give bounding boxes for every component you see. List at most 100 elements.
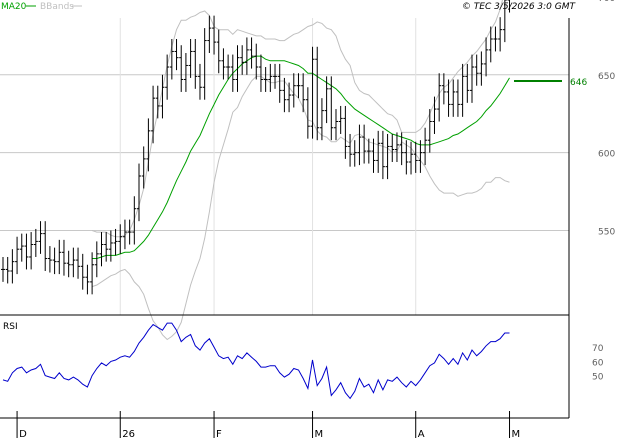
ohlc-bar xyxy=(33,228,38,257)
ohlc-bar xyxy=(254,43,259,80)
ohlc-bar xyxy=(338,105,343,134)
x-tick-label-26: 26 xyxy=(122,429,135,440)
ohlc-bar xyxy=(409,141,414,175)
ohlc-bar xyxy=(221,48,226,80)
ohlc-bar xyxy=(413,141,418,173)
rsi-tick-70: 70 xyxy=(592,344,604,354)
price-bars xyxy=(1,0,511,295)
ohlc-bar xyxy=(376,130,381,173)
ohlc-bar xyxy=(296,73,301,99)
ohlc-bar xyxy=(61,239,66,276)
ohlc-bar xyxy=(315,46,320,141)
chart-header: MA20 BBands © TEC 3/5/2026 3:0 GMT xyxy=(1,2,576,12)
ohlc-bar xyxy=(493,26,498,52)
ohlc-bar xyxy=(24,233,29,270)
x-axis: D 26 F M A M xyxy=(16,411,520,440)
ma20-path xyxy=(92,55,510,259)
ohlc-bar xyxy=(43,221,48,271)
tick-label-600: 600 xyxy=(598,150,615,160)
price-tick-labels: 550600650700750800 xyxy=(598,0,615,238)
ohlc-bar xyxy=(282,77,287,113)
ohlc-bar xyxy=(399,132,404,166)
ohlc-bar xyxy=(348,133,353,167)
ohlc-bar xyxy=(94,241,99,278)
ohlc-bar xyxy=(76,247,81,279)
ohlc-bar xyxy=(427,109,432,153)
ohlc-bar xyxy=(160,74,165,119)
ohlc-bar xyxy=(352,140,357,167)
ohlc-bar xyxy=(193,38,198,89)
ohlc-bar xyxy=(305,87,310,139)
ohlc-bar xyxy=(230,54,235,92)
ohlc-bar xyxy=(249,37,254,69)
x-tick-label-A: A xyxy=(418,429,425,440)
price-plot-area xyxy=(0,18,569,315)
support-label: 646 xyxy=(570,78,587,88)
ohlc-bar xyxy=(80,253,85,290)
ohlc-bar xyxy=(127,219,132,245)
ohlc-bar xyxy=(71,247,76,278)
ohlc-bar xyxy=(151,85,156,144)
ohlc-bar xyxy=(174,38,179,71)
bb-lower xyxy=(91,75,510,341)
ohlc-bar xyxy=(15,236,20,275)
ohlc-bar xyxy=(333,109,338,141)
ohlc-bar xyxy=(465,63,470,103)
x-tick-label-F: F xyxy=(216,429,222,440)
ohlc-bar xyxy=(390,133,395,162)
bb-upper xyxy=(91,0,503,238)
ohlc-bar xyxy=(263,67,268,92)
ohlc-bar xyxy=(357,124,362,166)
ohlc-bar xyxy=(118,224,123,254)
ohlc-bar xyxy=(52,247,57,275)
ohlc-bar xyxy=(137,163,142,222)
rsi-path xyxy=(2,322,510,400)
rsi-label: RSI xyxy=(3,322,18,332)
chart-frame xyxy=(0,18,570,419)
ohlc-bar xyxy=(169,38,174,80)
ohlc-bar xyxy=(507,0,511,13)
ohlc-bar xyxy=(498,17,503,52)
ohlc-bar xyxy=(366,138,371,164)
ohlc-bar xyxy=(502,0,507,43)
ohlc-bar xyxy=(470,54,474,103)
ohlc-bar xyxy=(235,45,240,92)
ohlc-bar xyxy=(57,239,62,275)
ohlc-bar xyxy=(29,232,34,270)
ohlc-bar xyxy=(423,127,428,166)
ohlc-bar xyxy=(38,221,43,254)
ohlc-bar xyxy=(277,63,282,103)
ohlc-bar xyxy=(437,73,442,122)
ohlc-bar xyxy=(132,196,137,245)
ohlc-bar xyxy=(108,230,113,262)
bollinger-bands xyxy=(91,0,510,341)
ohlc-bar xyxy=(329,76,334,141)
tick-label-550: 550 xyxy=(598,228,615,238)
ohlc-bar xyxy=(488,26,493,63)
ohlc-bar xyxy=(319,98,324,141)
ohlc-bar xyxy=(141,146,146,189)
ohlc-bar xyxy=(179,45,184,92)
ohlc-bar xyxy=(226,54,231,80)
ohlc-bar xyxy=(155,85,160,119)
rsi-line xyxy=(2,322,510,400)
ohlc-bar xyxy=(324,76,329,124)
ohlc-bar xyxy=(5,256,10,284)
ohlc-bar xyxy=(474,54,479,86)
copyright-timestamp: © TEC 3/5/2026 3:0 GMT xyxy=(462,2,577,12)
legend-bbands: BBands xyxy=(40,2,74,12)
ohlc-bar xyxy=(287,82,292,113)
ohlc-bar xyxy=(207,15,212,54)
ohlc-bar xyxy=(455,79,460,117)
ohlc-bar xyxy=(99,232,104,267)
ohlc-bar xyxy=(310,46,315,139)
x-tick-label-M: M xyxy=(315,429,324,440)
ohlc-bar xyxy=(343,105,348,159)
ohlc-bar xyxy=(212,15,217,55)
ohlc-bar xyxy=(122,219,127,250)
ohlc-bar xyxy=(216,29,221,74)
ohlc-bar xyxy=(479,51,484,86)
ohlc-bar xyxy=(66,250,71,278)
ohlc-bar xyxy=(291,73,296,108)
